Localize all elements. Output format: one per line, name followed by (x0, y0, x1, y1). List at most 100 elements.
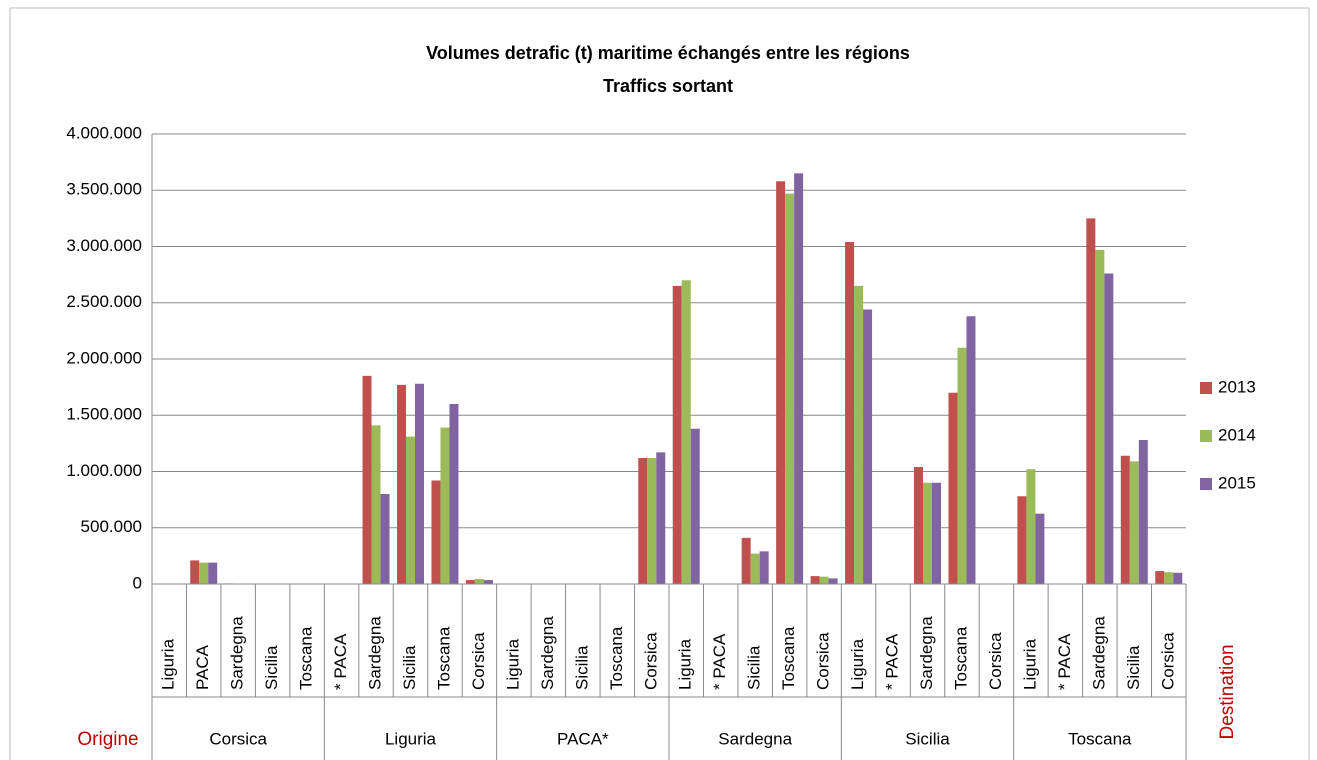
group-label: Toscana (1068, 729, 1132, 748)
bar (759, 551, 769, 584)
bar (750, 553, 760, 584)
bar (966, 316, 976, 584)
bar (776, 181, 786, 584)
x-tick-label: Toscana (951, 626, 970, 690)
bar (1035, 513, 1045, 584)
x-tick-label: Corsica (469, 632, 488, 690)
bar (845, 242, 855, 584)
chart-title: Volumes detrafic (t) maritime échangés e… (426, 43, 910, 63)
bar (785, 193, 795, 584)
legend-swatch (1200, 382, 1212, 394)
x-tick-label: Liguria (676, 638, 695, 690)
bar (828, 578, 838, 584)
bar (681, 280, 691, 584)
bar (656, 452, 666, 584)
group-label: Sicilia (905, 729, 950, 748)
bar (1095, 249, 1105, 584)
bar (1173, 572, 1183, 584)
x-tick-label: PACA (193, 644, 212, 690)
origin-label: Origine (77, 729, 138, 750)
bar (362, 375, 372, 584)
bar (190, 560, 200, 584)
x-tick-label: Liguria (503, 638, 522, 690)
legend-swatch (1200, 478, 1212, 490)
bar (440, 427, 450, 584)
y-tick-label: 2.500.000 (66, 292, 142, 311)
x-tick-label: Sardegna (1089, 616, 1108, 690)
legend-swatch (1200, 430, 1212, 442)
group-label: Sardegna (718, 729, 792, 748)
y-tick-label: 1.000.000 (66, 461, 142, 480)
x-tick-label: Sicilia (400, 645, 419, 690)
x-tick-label: Sardegna (917, 616, 936, 690)
destination-label: Destination (1217, 644, 1238, 739)
bar (854, 285, 864, 584)
bar (465, 580, 475, 584)
x-tick-label: * PACA (883, 633, 902, 690)
y-tick-label: 500.000 (81, 517, 142, 536)
bar (483, 580, 493, 584)
x-tick-label: * PACA (331, 633, 350, 690)
x-tick-label: Corsica (1158, 632, 1177, 690)
bar (957, 347, 967, 584)
bar (474, 578, 484, 584)
chart-subtitle: Traffics sortant (603, 76, 733, 96)
bar (863, 309, 873, 584)
y-tick-label: 3.500.000 (66, 180, 142, 199)
x-tick-label: Corsica (641, 632, 660, 690)
bar (1138, 440, 1148, 584)
bar (1129, 461, 1139, 584)
bar (199, 562, 209, 584)
chart-border (9, 7, 1310, 760)
bar (810, 576, 820, 584)
x-tick-label: Liguria (848, 638, 867, 690)
group-label: Corsica (209, 729, 267, 748)
bar (1104, 273, 1114, 584)
bar (948, 392, 958, 584)
bar (741, 537, 751, 584)
bar (1164, 572, 1174, 584)
bar (406, 436, 415, 584)
legend-label: 2013 (1218, 377, 1256, 396)
x-tick-label: Sardegna (366, 616, 385, 690)
x-tick-label: Toscana (297, 626, 316, 690)
bar (914, 467, 923, 584)
x-tick-label: Sicilia (262, 645, 281, 690)
bar (415, 383, 424, 584)
x-tick-label: Sardegna (538, 616, 557, 690)
x-tick-label: Toscana (779, 626, 798, 690)
y-tick-label: 4.000.000 (66, 123, 142, 142)
bar (1155, 571, 1165, 584)
bar (397, 384, 406, 584)
bar (923, 482, 932, 584)
bar (1086, 218, 1096, 584)
bar (1120, 455, 1130, 584)
bar (819, 576, 829, 584)
x-tick-label: Sicilia (572, 645, 591, 690)
bar (794, 173, 804, 584)
bar (1017, 496, 1027, 584)
x-tick-label: Liguria (1020, 638, 1039, 690)
bar (380, 494, 390, 584)
bar (449, 404, 459, 584)
bar (672, 285, 682, 584)
x-tick-label: Sardegna (228, 616, 247, 690)
legend-label: 2015 (1218, 473, 1256, 492)
x-tick-label: Toscana (434, 626, 453, 690)
x-tick-label: Corsica (814, 632, 833, 690)
x-tick-label: Liguria (159, 638, 178, 690)
x-tick-label: Sicilia (1124, 645, 1143, 690)
y-tick-label: 0 (133, 573, 142, 592)
y-tick-label: 2.000.000 (66, 348, 142, 367)
x-tick-label: * PACA (1055, 633, 1074, 690)
group-label: PACA* (557, 729, 609, 748)
y-tick-label: 3.000.000 (66, 236, 142, 255)
bar (932, 482, 941, 584)
legend-label: 2014 (1218, 425, 1256, 444)
x-tick-label: Sicilia (745, 645, 764, 690)
bar (371, 425, 381, 584)
bar (431, 480, 441, 584)
group-label: Liguria (385, 729, 437, 748)
x-tick-label: Corsica (986, 632, 1005, 690)
